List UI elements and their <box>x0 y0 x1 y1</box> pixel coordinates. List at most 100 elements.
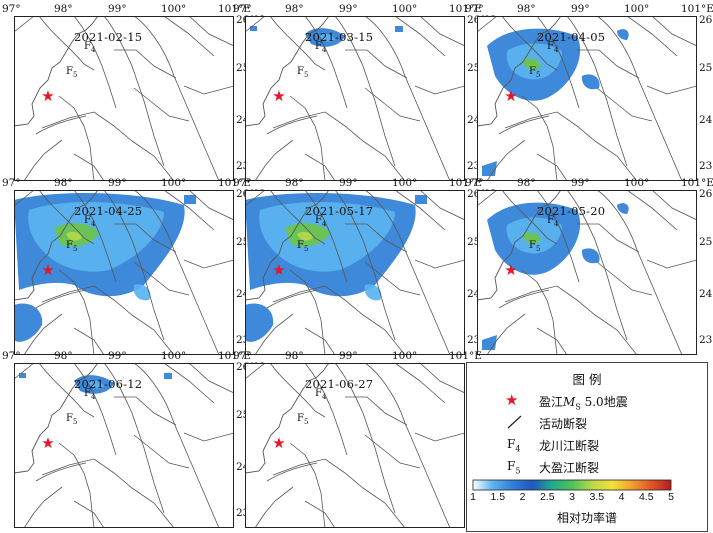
map-frame <box>14 16 234 181</box>
colorbar-tick: 4 <box>618 491 625 503</box>
map-panel: ★ 2021-06-27 F4 F5 97°98°99°100°101°E26°… <box>233 350 495 528</box>
map-canvas: ★ <box>245 363 465 528</box>
legend-f4-symbol: F4 <box>507 437 521 454</box>
map-legend: 图 例 ★ 盈江MS 5.0地震 活动断裂 F4 龙川江断裂 F5 大盈江断裂 … <box>466 362 708 532</box>
lon-label: 101°E <box>218 177 251 189</box>
epicenter-star-icon: ★ <box>41 261 54 279</box>
map-canvas: ★ <box>14 190 234 355</box>
legend-earthquake: 盈江MS 5.0地震 <box>539 395 628 412</box>
fault-lines <box>245 363 465 528</box>
map-frame <box>14 363 234 528</box>
panel-date: 2021-02-15 <box>74 30 143 44</box>
fault-f4-label: F4 <box>84 388 96 401</box>
anomaly-layer <box>19 373 172 394</box>
lat-label: 25° <box>699 236 713 248</box>
lon-label: 101°E <box>218 3 251 15</box>
lon-label: 98° <box>54 3 73 15</box>
colorbar-tick: 1.5 <box>490 491 506 503</box>
colorbar-tick: 5 <box>668 491 674 503</box>
lon-label: 99° <box>339 3 358 15</box>
lon-label: 99° <box>108 350 127 362</box>
legend-title: 图 例 <box>572 372 602 387</box>
map-frame <box>245 363 465 528</box>
panel-date: 2021-04-25 <box>74 204 143 218</box>
border-line <box>14 190 99 301</box>
lat-label: 26°N <box>699 188 713 200</box>
map-canvas: ★ <box>477 190 697 355</box>
fault-lines <box>477 190 697 355</box>
map-panel: ★ 2021-04-05 F4 F5 97° 98° 99° 100° 101°E26°… <box>465 3 713 181</box>
anomaly-layer <box>250 26 403 47</box>
border-line <box>477 16 562 127</box>
fault-f4-label: F4 <box>84 215 96 228</box>
fault-f4-label: F4 <box>547 41 559 54</box>
anomaly-layer <box>482 202 629 350</box>
fault-f4-label: F4 <box>547 215 559 228</box>
lon-label: 100° <box>161 177 187 189</box>
lon-label: 100° <box>624 3 650 15</box>
epicenter-star-icon: ★ <box>41 87 54 105</box>
lon-label: 99° <box>108 3 127 15</box>
lon-label: 99° <box>571 3 590 15</box>
border-line <box>14 363 99 474</box>
lon-label: 98° <box>54 350 73 362</box>
map-canvas: ★ <box>14 363 234 528</box>
anomaly-layer <box>245 193 427 342</box>
legend-f4-label: 龙川江断裂 <box>539 439 600 453</box>
fault-f5-label: F5 <box>66 413 78 426</box>
earthquake-star-icon: ★ <box>505 391 519 409</box>
legend-active-fault: 活动断裂 <box>539 417 588 431</box>
epicenter-star-icon: ★ <box>272 87 285 105</box>
border-line <box>245 190 330 301</box>
epicenter-star-icon: ★ <box>272 261 285 279</box>
lon-label: 99° <box>339 350 358 362</box>
panel-date: 2021-03-15 <box>305 30 374 44</box>
fault-lines <box>477 16 697 181</box>
epicenter-star-icon: ★ <box>272 434 285 452</box>
fault-f4-label: F4 <box>84 41 96 54</box>
border-line <box>477 190 562 301</box>
lon-label: 101°E <box>681 3 713 15</box>
lon-label: 100° <box>392 177 418 189</box>
lon-label: 97° <box>233 3 252 15</box>
lon-label: 97° <box>465 177 484 189</box>
fault-f5-label: F5 <box>297 66 309 79</box>
panel-date: 2021-04-05 <box>537 30 606 44</box>
fault-f5-label: F5 <box>297 240 309 253</box>
lon-label: 100° <box>161 3 187 15</box>
colorbar-title: 相对功率谱 <box>556 511 617 525</box>
fault-f5-label: F5 <box>66 240 78 253</box>
lon-label: 97° <box>233 177 252 189</box>
fault-f5-label: F5 <box>66 66 78 79</box>
lon-label: 100° <box>392 350 418 362</box>
map-panel: ★ 2021-03-15 F4 F5 97°98°99°100°101°E26°… <box>233 3 495 181</box>
fault-f5-label: F5 <box>529 66 541 79</box>
lon-label: 100° <box>392 3 418 15</box>
lon-label: 99° <box>339 177 358 189</box>
lat-label: 23° <box>699 334 713 346</box>
panel-date: 2021-05-17 <box>305 204 374 218</box>
legend-f5-label: 大盈江断裂 <box>539 461 600 475</box>
lon-label: 99° <box>108 177 127 189</box>
lat-label: 26°N <box>699 14 713 26</box>
lat-label: 25° <box>699 62 713 74</box>
fault-lines <box>14 190 234 355</box>
colorbar-tick: 4.5 <box>638 491 654 503</box>
lon-label: 99° <box>571 177 590 189</box>
map-frame <box>477 190 697 355</box>
fault-f4-label: F4 <box>315 215 327 228</box>
border-line <box>245 16 330 127</box>
epicenter-star-icon: ★ <box>41 434 54 452</box>
fault-line-icon <box>507 415 522 429</box>
lon-label: 97° <box>233 350 252 362</box>
epicenter-star-icon: ★ <box>504 87 517 105</box>
fault-f5-label: F5 <box>297 413 309 426</box>
map-panel: ★ 2021-05-20 F4 F5 97° 98° 99° 100° 101°E26°… <box>465 177 713 355</box>
border-line <box>14 16 99 127</box>
lon-label: 101°E <box>681 177 713 189</box>
fault-lines <box>245 16 465 181</box>
lon-label: 101°E <box>449 177 482 189</box>
map-panel: ★ 2021-02-15 F4 F5 97°98°99°100°101°E26°… <box>2 3 264 181</box>
lon-label: 97° <box>2 3 21 15</box>
epicenter-star-icon: ★ <box>504 261 517 279</box>
